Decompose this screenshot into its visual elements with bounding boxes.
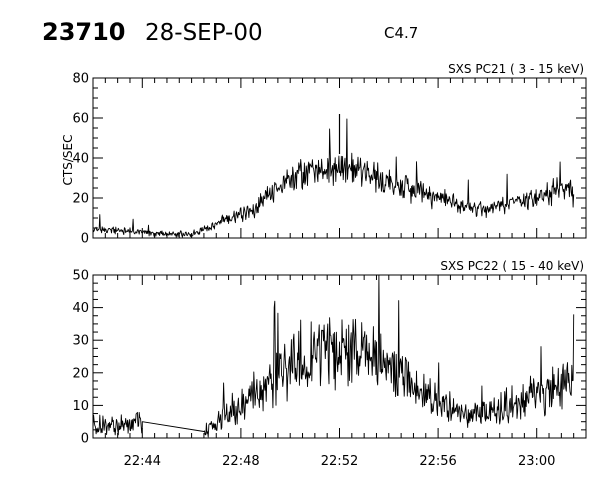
y-tick-label: 30 (72, 334, 89, 349)
y-tick-label: 80 (72, 72, 89, 87)
event-date: 28-SEP-00 (145, 20, 263, 46)
y-axis-label-top: CTS/SEC (61, 135, 75, 186)
x-tick-label: 22:52 (321, 454, 358, 469)
panel-title: SXS PC22 ( 15 - 40 keV) (440, 259, 584, 273)
y-tick-label: 60 (72, 112, 89, 127)
y-tick-label: 40 (72, 152, 89, 167)
x-tick-label: 23:00 (518, 454, 555, 469)
series-line (92, 118, 575, 238)
y-tick-label: 20 (72, 192, 89, 207)
x-tick-label: 22:56 (419, 454, 456, 469)
x-tick-label: 22:48 (222, 454, 259, 469)
x-tick-label: 22:44 (124, 454, 161, 469)
y-tick-label: 20 (72, 366, 89, 381)
y-tick-label: 50 (72, 269, 89, 284)
y-tick-label: 0 (81, 432, 89, 447)
plot-frame (92, 77, 587, 239)
panel-pc21: SXS PC21 ( 3 - 15 keV) 0 20 40 60 80 (72, 62, 587, 247)
panel-title: SXS PC21 ( 3 - 15 keV) (448, 62, 584, 76)
series-line (92, 274, 575, 438)
flare-class: C4.7 (384, 24, 418, 42)
panel-pc22: SXS PC22 ( 15 - 40 keV) 0 10 20 30 40 50 22:44 2… (72, 259, 587, 469)
event-id: 23710 (42, 18, 126, 46)
y-tick-label: 40 (72, 301, 89, 316)
y-tick-label: 0 (81, 232, 89, 247)
y-tick-label: 10 (72, 399, 89, 414)
